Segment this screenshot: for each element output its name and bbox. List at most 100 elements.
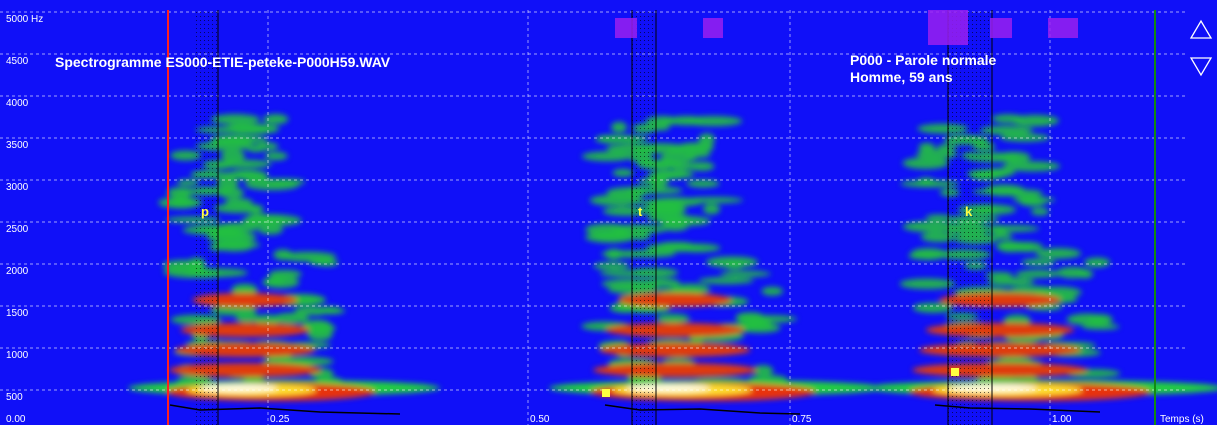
energy [1015, 269, 1062, 278]
pitch-trace [604, 404, 801, 415]
energy [719, 270, 771, 277]
energy [999, 133, 1050, 142]
y-tick-label: 4000 [6, 98, 29, 109]
energy [916, 149, 958, 160]
energy [316, 306, 342, 314]
energy [599, 343, 751, 357]
x-tick-label: 0.75 [792, 414, 812, 425]
segment-markers [217, 10, 993, 425]
energy [702, 204, 721, 215]
scroll-up[interactable] [1189, 19, 1213, 39]
x-tick-label: 0.00 [6, 414, 26, 425]
energy [902, 221, 957, 233]
energy [210, 114, 260, 125]
energy [739, 315, 798, 323]
y-tick-label: 2500 [6, 224, 29, 235]
y-tick-label: 5000 Hz [6, 14, 43, 25]
energy [170, 150, 202, 161]
dotted-zone [948, 10, 992, 425]
energy [1077, 269, 1094, 279]
energy [234, 170, 269, 181]
energy [593, 363, 757, 377]
energy-patch [990, 18, 1012, 38]
energy [258, 224, 284, 235]
energy [1083, 257, 1111, 268]
energy [1088, 314, 1113, 325]
energy [168, 363, 322, 377]
energy [902, 157, 949, 170]
energy [684, 150, 711, 158]
y-tick-label: 3500 [6, 140, 29, 151]
energy [612, 168, 634, 177]
energy-patch [1048, 18, 1078, 38]
dotted-zone [632, 10, 656, 425]
marker [951, 368, 959, 376]
energy [984, 184, 1025, 197]
energy [258, 214, 285, 223]
energy-patch [928, 10, 968, 45]
energy [661, 222, 689, 232]
energy [996, 241, 1029, 249]
energy-patch [703, 18, 723, 38]
phoneme-label: p [201, 204, 209, 219]
energy [277, 356, 334, 366]
energy [668, 115, 704, 126]
energy [899, 278, 956, 290]
energy [215, 159, 272, 169]
energy [917, 177, 935, 187]
scroll-down[interactable] [1189, 57, 1213, 77]
energy [593, 231, 637, 241]
energy [589, 194, 644, 206]
energy [222, 123, 280, 135]
energy [1003, 314, 1031, 326]
energy [264, 151, 288, 161]
energy [212, 232, 248, 240]
energy [273, 312, 309, 324]
energy [1030, 207, 1050, 216]
energy [1002, 161, 1061, 172]
energy [761, 286, 784, 296]
energy [170, 196, 195, 209]
energy [655, 313, 690, 324]
energy [605, 323, 745, 337]
energy [231, 283, 258, 296]
y-tick-label: 1500 [6, 308, 29, 319]
energy [581, 151, 634, 162]
energy [1035, 247, 1082, 259]
y-tick-label: 3000 [6, 182, 29, 193]
energy [910, 247, 947, 260]
energy [919, 343, 1081, 357]
energy-patch [615, 18, 637, 38]
energy [920, 231, 957, 243]
energy [670, 283, 711, 295]
energy [212, 240, 261, 249]
energy [235, 312, 260, 323]
energy [675, 243, 721, 253]
energy [987, 225, 1010, 234]
y-tick-label: 1000 [6, 350, 29, 361]
energy [698, 133, 715, 146]
energy [698, 277, 754, 285]
energy [724, 262, 744, 270]
energy [650, 169, 695, 180]
energy [302, 319, 332, 332]
y-tick-label: 500 [6, 392, 23, 403]
energy [307, 328, 333, 341]
energy [705, 256, 759, 268]
energy [220, 149, 246, 162]
energy [263, 113, 289, 125]
phoneme-label: t [638, 204, 643, 219]
energy [646, 213, 691, 223]
x-tick-label: 0.25 [270, 414, 290, 425]
energy [593, 262, 630, 270]
y-tick-label: 4500 [6, 56, 29, 67]
energy [689, 161, 715, 171]
energy [979, 125, 1034, 135]
energy [686, 179, 720, 188]
energy [997, 151, 1031, 164]
marker [602, 389, 610, 397]
energy [1018, 196, 1046, 207]
speaker-info: P000 - Parole normale [850, 52, 997, 68]
energy [1081, 323, 1120, 330]
